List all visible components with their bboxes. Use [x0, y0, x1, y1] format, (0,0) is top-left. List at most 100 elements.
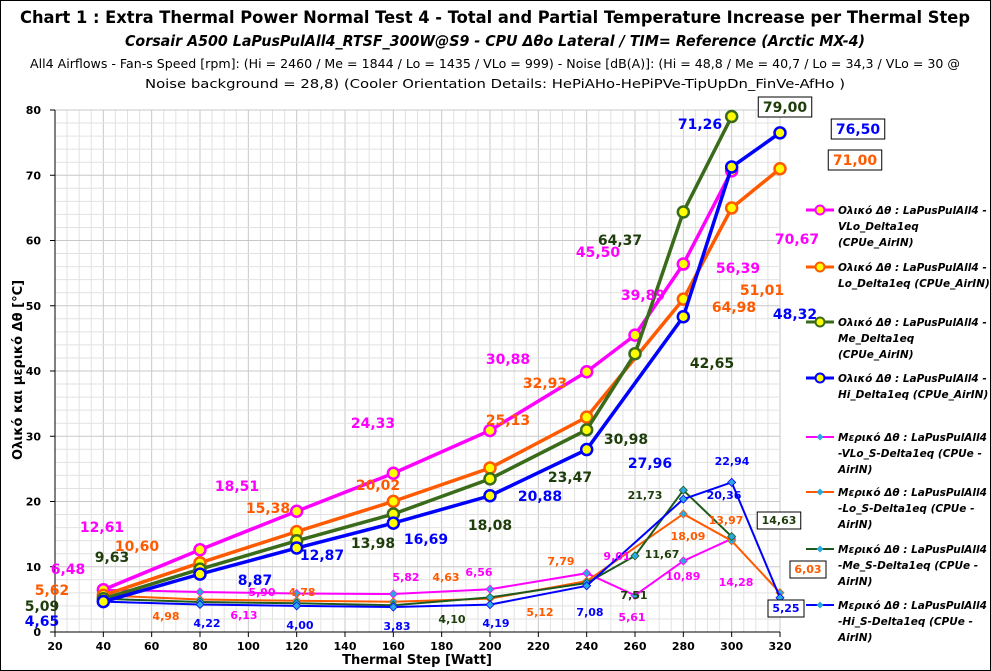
data-point-circle: [483, 461, 497, 475]
legend-label: -Hi_S-Delta1eq (CPUe -: [838, 616, 973, 628]
data-label: 27,96: [628, 456, 672, 472]
data-label: 71,00: [833, 153, 878, 169]
y-tick-label: 40: [26, 365, 42, 378]
y-tick-label: 80: [26, 104, 42, 117]
legend-item-2: Ολικό Δθ : LaPusPulAll4 - Me_Delta1eq (CPU…: [806, 316, 987, 361]
legend-swatch-diamond: [816, 601, 824, 609]
x-tick-label: 60: [144, 640, 160, 653]
data-point-diamond: [388, 602, 398, 612]
chart-info-line-1: All4 Airflows - Fan-s Speed [rpm]: (Hi =…: [30, 56, 960, 71]
data-label: 4,00: [286, 619, 313, 632]
legend-label: Ολικό Δθ : LaPusPulAll4 -: [838, 317, 987, 329]
data-point-diamond: [727, 477, 737, 487]
data-point-circle: [483, 472, 497, 486]
data-label: 20,02: [356, 478, 400, 494]
data-label: 7,08: [576, 606, 603, 619]
legend-label: VLo_Delta1eq: [838, 221, 919, 233]
data-label: 10,60: [115, 539, 160, 555]
x-tick-label: 180: [430, 640, 453, 653]
legend-label: (CPUe_AirIN): [838, 237, 914, 249]
data-point-circle: [483, 489, 497, 503]
data-point-circle: [579, 423, 594, 437]
data-point-circle: [386, 494, 401, 509]
data-point-circle: [676, 205, 691, 219]
legend-swatch-diamond: [816, 545, 824, 553]
data-label: 48,32: [773, 307, 817, 323]
data-label: 70,67: [775, 232, 819, 248]
data-point-circle: [96, 594, 111, 609]
data-label: 6,56: [465, 566, 492, 579]
data-point-circle: [724, 160, 739, 174]
x-axis-label: Thermal Step [Watt]: [342, 653, 492, 668]
series-1: [96, 161, 787, 603]
data-label: 13,98: [351, 536, 395, 552]
x-tick-label: 100: [237, 640, 260, 653]
data-label: 45,50: [576, 245, 621, 261]
chart-subtitle: Corsair A500 LaPusPulAll4_RTSF_300W@S9 -…: [125, 32, 865, 50]
data-point-circle: [579, 364, 594, 379]
data-label: 3,83: [383, 620, 410, 633]
data-point-circle: [579, 442, 594, 457]
data-point-circle: [289, 504, 304, 518]
data-label: 18,09: [671, 530, 706, 543]
data-point-circle: [724, 201, 739, 215]
data-point-diamond: [678, 494, 688, 504]
y-axis-label: Ολικό και μερικό Δθ [°C]: [11, 280, 26, 460]
data-label-box: [830, 118, 886, 140]
data-label: 14,63: [762, 514, 797, 527]
x-tick-label: 240: [575, 640, 598, 653]
data-label: 23,47: [548, 470, 592, 486]
x-tick-label: 20: [47, 640, 63, 653]
data-label: 6,48: [51, 562, 86, 578]
data-label-box: [827, 149, 883, 171]
data-label: 79,00: [763, 100, 808, 116]
data-label: 6,03: [794, 563, 821, 576]
data-point-circle: [628, 346, 642, 361]
legend-swatch-circle: [814, 372, 826, 384]
data-label: 12,61: [80, 520, 124, 536]
data-point-circle: [724, 109, 739, 124]
legend-label: -Lo_S-Delta1eq (CPUe -: [838, 503, 974, 515]
data-label: 20,36: [707, 489, 742, 502]
legend-label: Μερικό Δθ : LaPusPulAll4: [838, 544, 987, 556]
x-tick-label: 80: [192, 640, 208, 653]
data-point-circle: [676, 309, 691, 324]
series-3: [96, 126, 787, 609]
data-label: 5,25: [772, 602, 799, 615]
y-tick-label: 50: [26, 300, 42, 313]
data-label: 51,01: [740, 283, 784, 299]
legend-label: Μερικό Δθ : LaPusPulAll4: [838, 600, 987, 612]
data-label: 30,98: [604, 432, 648, 448]
data-label: 22,94: [715, 455, 750, 468]
x-tick-label: 160: [382, 640, 405, 653]
data-point-diamond: [678, 556, 688, 566]
legend: Ολικό Δθ : LaPusPulAll4 - VLo_Delta1eq (CP…: [806, 204, 990, 644]
data-point-circle: [579, 410, 594, 424]
data-point-diamond: [292, 601, 302, 611]
legend-swatch-circle: [814, 316, 826, 328]
legend-item-7: Μερικό Δθ : LaPusPulAll4 -Hi_S-Delta1eq (…: [806, 600, 987, 644]
data-label: 5,62: [35, 583, 70, 599]
legend-label: AirIN): [837, 464, 872, 476]
data-label: 5,09: [25, 599, 60, 615]
x-tick-label: 280: [672, 640, 695, 653]
data-label: 15,38: [246, 501, 290, 517]
legend-label: Me_Delta1eq: [838, 333, 915, 345]
data-label: 7,51: [620, 589, 647, 602]
data-label: 10,89: [666, 570, 701, 583]
legend-item-3: Ολικό Δθ : LaPusPulAll4 - Hi_Delta1eq (CP…: [806, 372, 988, 401]
data-label: 42,65: [690, 356, 734, 372]
data-point-circle: [386, 466, 401, 480]
legend-label: Ολικό Δθ : LaPusPulAll4 -: [838, 262, 987, 274]
legend-label: Μερικό Δθ : LaPusPulAll4: [838, 487, 987, 499]
data-point-circle: [483, 423, 497, 438]
data-label: 4,98: [152, 610, 179, 623]
legend-item-4: Μερικό Δθ : LaPusPulAll4 -VLo_S-Delta1eq …: [806, 432, 987, 476]
legend-label: Ολικό Δθ : LaPusPulAll4 -: [838, 373, 987, 385]
legend-swatch-diamond: [816, 488, 824, 496]
data-label: 9,63: [95, 550, 130, 566]
legend-label: -Me_S-Delta1eq (CPUe -: [838, 560, 978, 572]
data-label: 20,88: [518, 489, 562, 505]
